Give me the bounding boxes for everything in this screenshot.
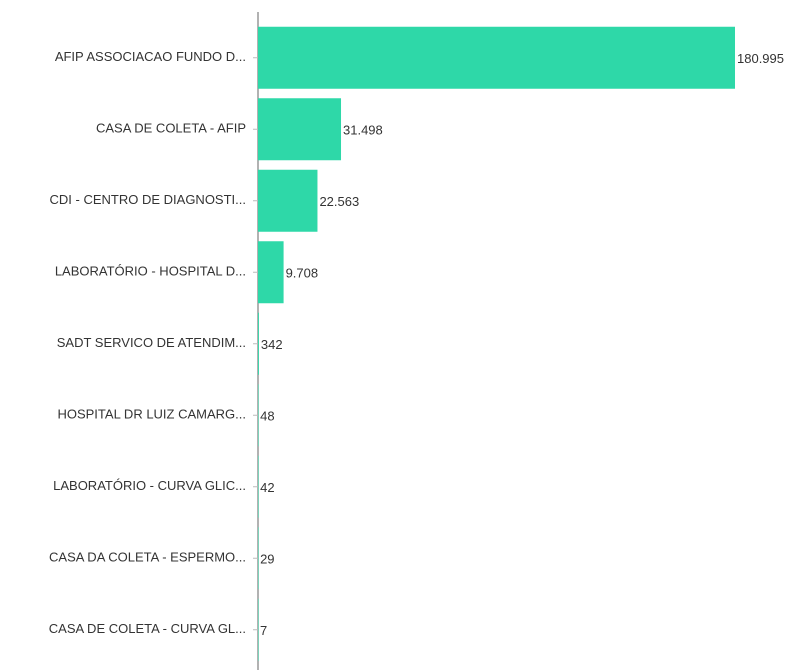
bar <box>258 455 259 518</box>
value-label: 31.498 <box>343 123 383 138</box>
category-label: CDI - CENTRO DE DIAGNOSTI... <box>50 192 246 207</box>
category-label: HOSPITAL DR LUIZ CAMARG... <box>57 407 246 422</box>
bar <box>258 312 259 375</box>
bar <box>258 98 342 161</box>
value-label: 9.708 <box>286 266 319 281</box>
category-label: CASA DE COLETA - AFIP <box>96 121 246 136</box>
value-label: 29 <box>260 552 274 567</box>
bar <box>258 598 259 661</box>
bar <box>258 241 284 304</box>
bar <box>258 26 735 89</box>
value-label: 342 <box>261 337 283 352</box>
bar <box>258 384 259 447</box>
category-label: AFIP ASSOCIACAO FUNDO D... <box>55 49 246 64</box>
category-label: CASA DA COLETA - ESPERMO... <box>49 550 246 565</box>
bar <box>258 169 318 232</box>
bar <box>258 527 259 590</box>
category-label: CASA DE COLETA - CURVA GL... <box>49 621 246 636</box>
value-label: 180.995 <box>737 51 784 66</box>
value-label: 48 <box>260 409 274 424</box>
value-label: 42 <box>260 480 274 495</box>
value-label: 7 <box>260 623 267 638</box>
value-label: 22.563 <box>319 194 359 209</box>
category-label: LABORATÓRIO - HOSPITAL D... <box>55 264 246 279</box>
category-label: SADT SERVICO DE ATENDIM... <box>57 335 246 350</box>
category-label: LABORATÓRIO - CURVA GLIC... <box>53 478 246 493</box>
